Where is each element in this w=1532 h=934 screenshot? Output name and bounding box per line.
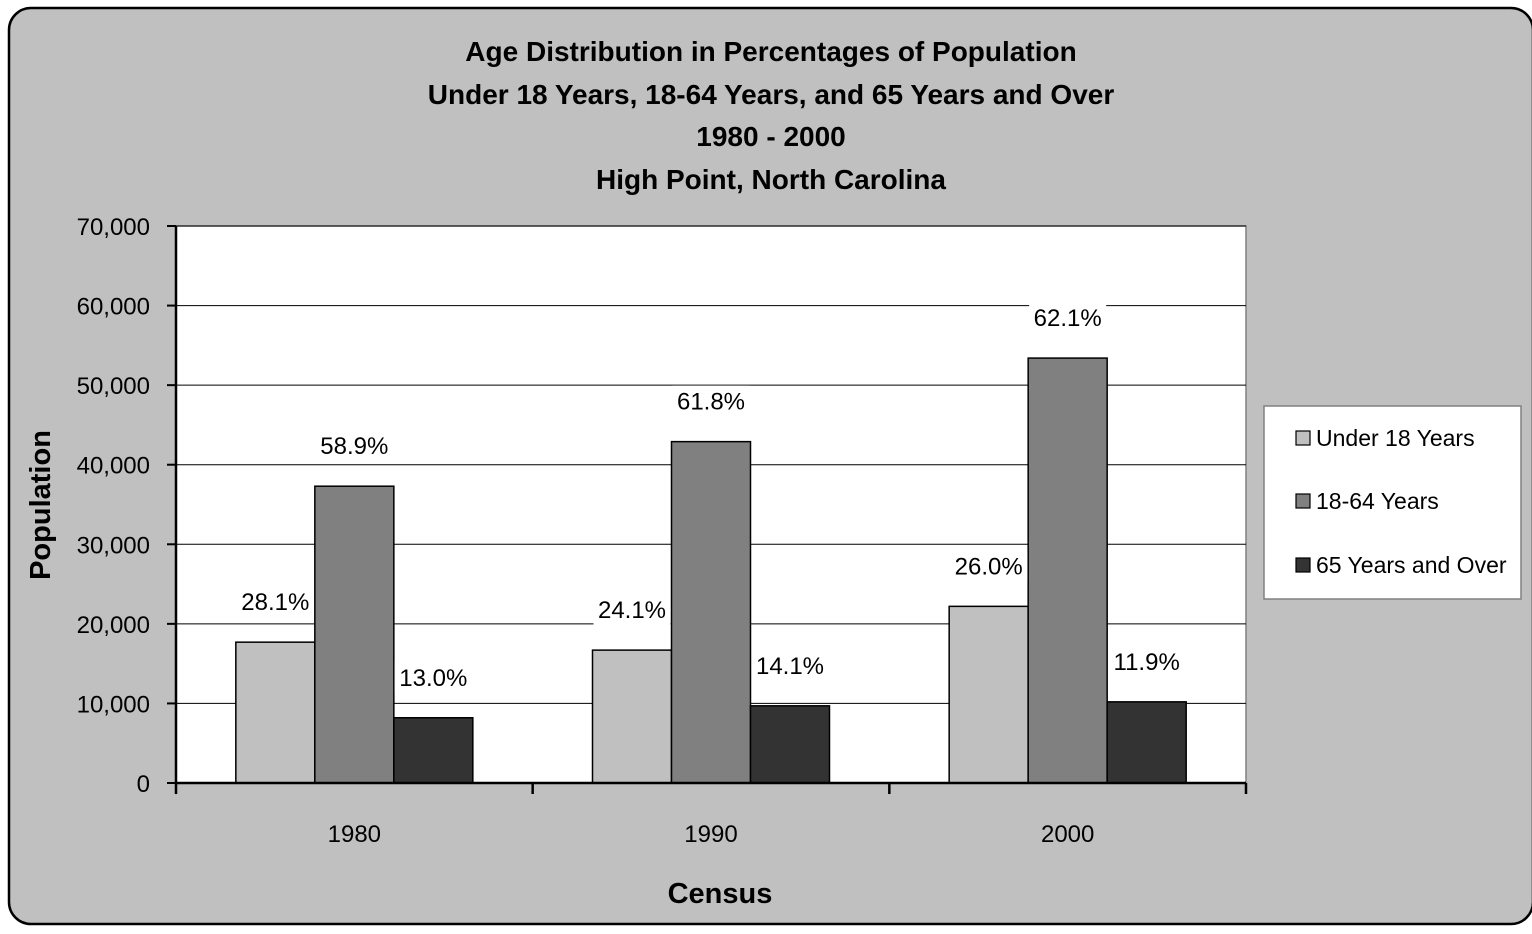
bar <box>948 605 1029 784</box>
y-tick-label: 40,000 <box>77 453 150 480</box>
data-label: 26.0% <box>955 553 1023 580</box>
legend-swatch-65-over <box>1295 557 1311 573</box>
data-label: 13.0% <box>399 665 467 692</box>
bars <box>235 357 1187 784</box>
bar <box>235 641 316 784</box>
x-axis-title: Census <box>668 878 773 910</box>
legend-swatch-under-18 <box>1295 430 1311 446</box>
bar <box>1027 357 1108 784</box>
bar <box>393 717 474 784</box>
data-label-background <box>751 649 829 682</box>
chart-title-line-4: High Point, North Carolina <box>596 164 946 195</box>
x-tick-label: 1980 <box>328 821 381 848</box>
chart-title-line-3: 1980 - 2000 <box>696 121 845 152</box>
axes: 0 10,000 20,000 30,000 40,000 50,000 60,000 70,… <box>77 214 1248 848</box>
data-label-background <box>236 586 314 619</box>
data-labels: 28.1% 58.9% 13.0% 24.1% 61.8% 14.1% 26.0% 62.1%… <box>236 302 1186 694</box>
y-tick-label: 20,000 <box>77 612 150 639</box>
data-label-background <box>672 385 750 418</box>
bar <box>1106 701 1187 784</box>
bar <box>670 440 752 784</box>
legend: Under 18 Years 18-64 Years 65 Years and … <box>1263 405 1522 600</box>
chart-title-line-1: Age Distribution in Percentages of Popul… <box>465 36 1076 67</box>
data-label: 14.1% <box>756 653 824 680</box>
data-label-background <box>315 430 393 463</box>
y-tick-label: 30,000 <box>77 532 150 559</box>
bar <box>749 705 831 784</box>
bar <box>591 649 673 784</box>
data-label-background <box>394 661 472 694</box>
data-label: 11.9% <box>1114 649 1180 676</box>
data-label: 62.1% <box>1034 305 1102 332</box>
data-label-background <box>950 550 1028 583</box>
data-label-background <box>1029 302 1107 335</box>
y-tick-label: 70,000 <box>77 214 150 241</box>
x-tick-label: 1990 <box>684 821 737 848</box>
y-tick-label: 60,000 <box>77 294 150 321</box>
x-tick-label: 2000 <box>1041 821 1094 848</box>
data-label: 58.9% <box>320 433 388 460</box>
legend-swatch-18-64 <box>1295 493 1311 509</box>
y-tick-label: 50,000 <box>77 373 150 400</box>
legend-label-18-64: 18-64 Years <box>1316 488 1439 514</box>
y-tick-label: 10,000 <box>77 691 150 718</box>
y-tick-label: 0 <box>137 771 150 798</box>
data-label-background <box>1108 645 1186 678</box>
data-label: 61.8% <box>677 389 745 416</box>
legend-label-65-over: 65 Years and Over <box>1316 552 1507 578</box>
data-label-background <box>593 594 671 627</box>
legend-label-under-18: Under 18 Years <box>1316 425 1475 451</box>
y-axis-title: Population <box>25 430 57 580</box>
data-label: 24.1% <box>598 597 666 624</box>
bar <box>314 485 395 784</box>
data-label: 28.1% <box>241 589 309 616</box>
chart-title-line-2: Under 18 Years, 18-64 Years, and 65 Year… <box>428 79 1115 110</box>
